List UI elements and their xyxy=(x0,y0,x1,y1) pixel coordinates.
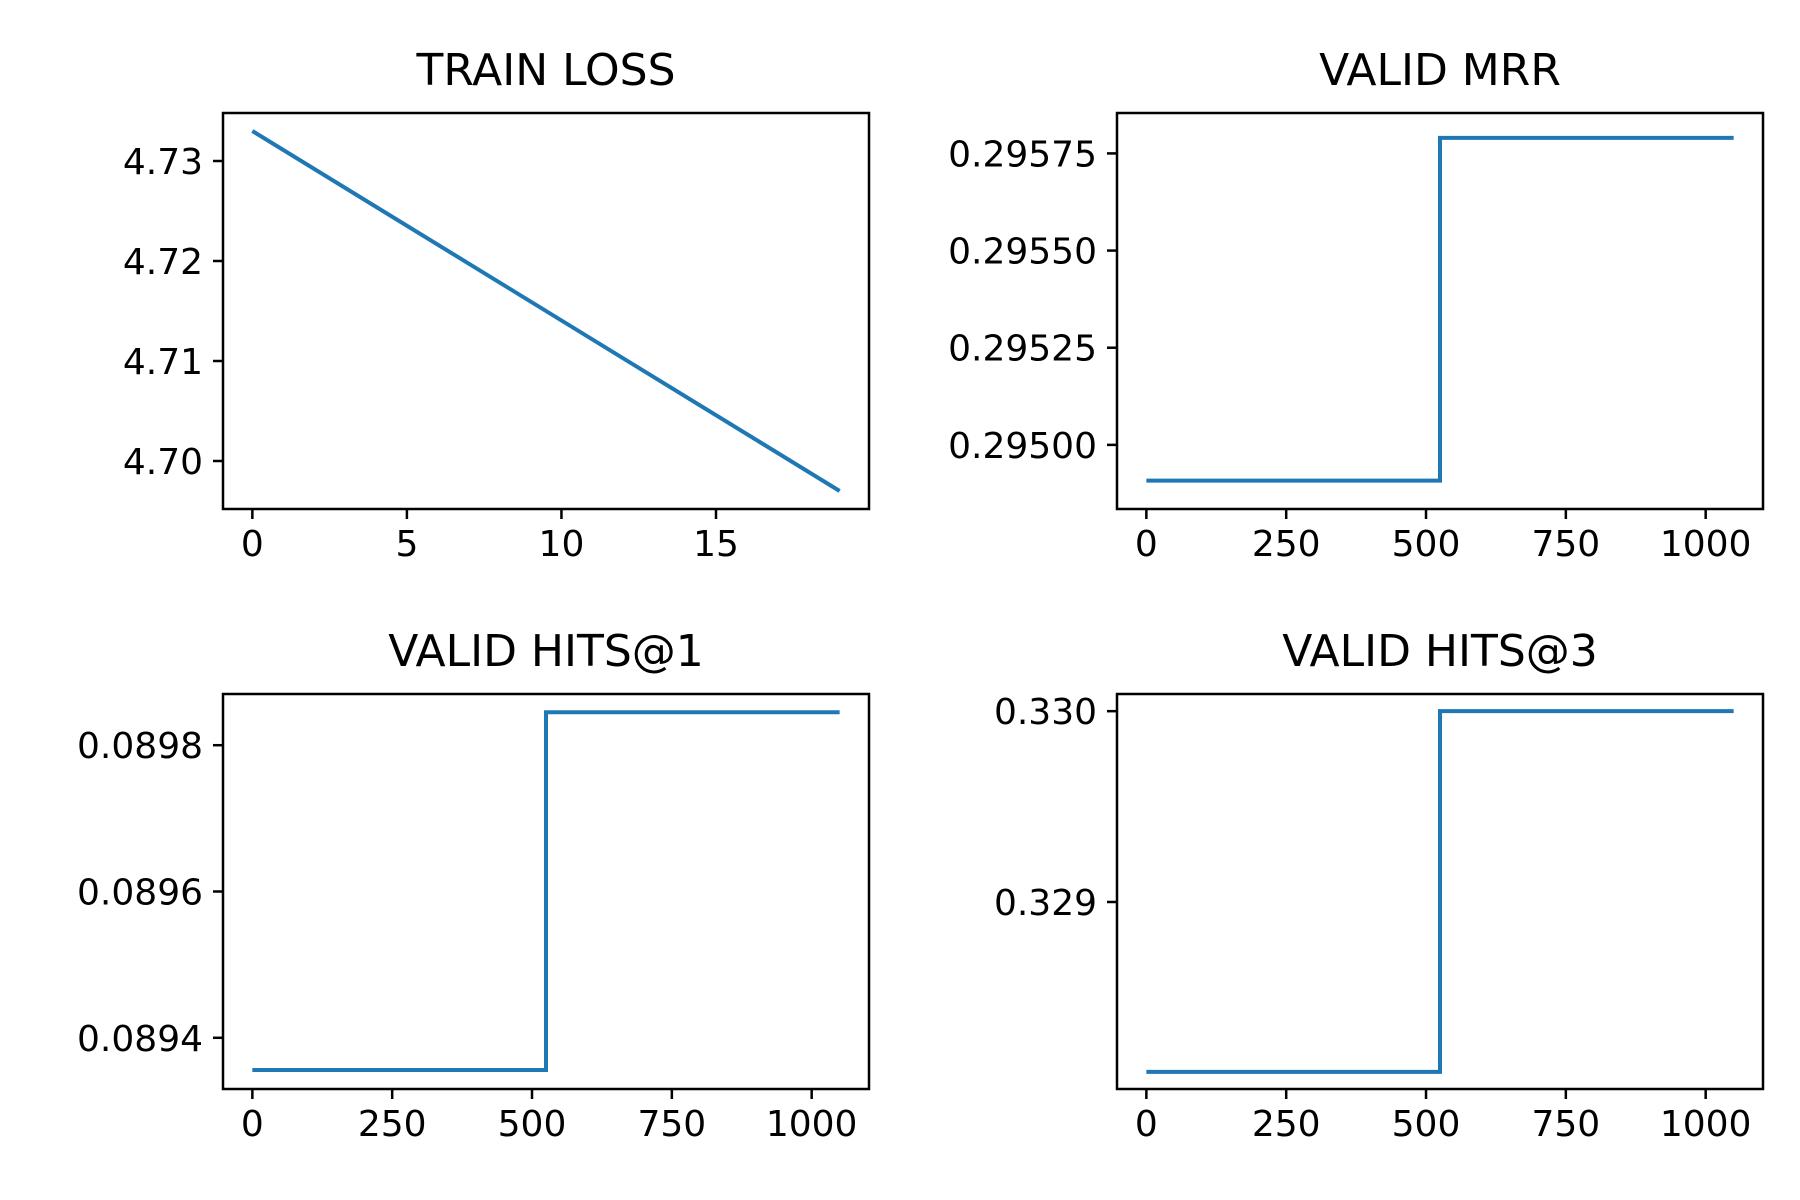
valid-hits3-title: VALID HITS@3 xyxy=(1282,626,1598,677)
valid-hits3-chart: VALID HITS@3 0 250 500 750 1000 0.329 0.330 xyxy=(994,626,1765,1145)
valid-hits1-x-tick-label: 0 xyxy=(241,1104,264,1145)
valid-hits1-x-tick-label: 500 xyxy=(498,1104,567,1145)
valid-mrr-axes-frame xyxy=(1115,111,1765,511)
train-loss-x-tick-label: 0 xyxy=(241,524,264,565)
valid-mrr-y-tick-label: 0.29575 xyxy=(948,134,1097,175)
valid-mrr-x-tick-label: 750 xyxy=(1531,524,1600,565)
valid-mrr-title: VALID MRR xyxy=(1319,45,1561,96)
valid-hits3-axes-frame xyxy=(1115,692,1765,1091)
valid-hits3-x-tick-label: 0 xyxy=(1135,1104,1158,1145)
valid-mrr-x-tick-label: 250 xyxy=(1252,524,1321,565)
valid-hits1-y-tick-label: 0.0894 xyxy=(77,1019,203,1060)
train-loss-y-tick-label: 4.71 xyxy=(123,342,203,383)
valid-mrr-y-tick-label: 0.29550 xyxy=(948,232,1097,273)
valid-mrr-x-tick-label: 0 xyxy=(1135,524,1158,565)
valid-hits1-chart: VALID HITS@1 0 250 500 750 1000 0.0894 0.0896 0.… xyxy=(77,626,871,1145)
valid-hits3-x-tick-label: 500 xyxy=(1392,1104,1461,1145)
valid-hits1-x-tick-label: 1000 xyxy=(766,1104,858,1145)
charts-layer: TRAIN LOSS 0 5 10 15 4.70 4.71 4.72 4.73 VALID MR… xyxy=(77,45,1765,1145)
valid-hits1-y-tick-label: 0.0898 xyxy=(77,726,203,767)
train-loss-x-tick-label: 5 xyxy=(395,524,418,565)
valid-hits1-title: VALID HITS@1 xyxy=(388,626,704,677)
valid-hits3-x-tick-label: 1000 xyxy=(1660,1104,1752,1145)
train-loss-axes-frame xyxy=(221,111,871,511)
valid-mrr-y-tick-label: 0.29525 xyxy=(948,329,1097,370)
valid-mrr-x-tick-label: 500 xyxy=(1392,524,1461,565)
valid-mrr-series-line xyxy=(1146,135,1734,483)
valid-hits1-series-line xyxy=(252,710,840,1072)
valid-mrr-x-tick-label: 1000 xyxy=(1660,524,1752,565)
train-loss-y-tick-label: 4.70 xyxy=(123,442,203,483)
valid-hits3-series-line xyxy=(1146,709,1734,1074)
train-loss-x-tick-label: 10 xyxy=(539,524,585,565)
valid-hits3-y-tick-label: 0.329 xyxy=(994,883,1097,924)
valid-mrr-y-tick-label: 0.29500 xyxy=(948,426,1097,467)
train-loss-title: TRAIN LOSS xyxy=(415,45,675,96)
valid-hits3-x-tick-label: 750 xyxy=(1531,1104,1600,1145)
valid-hits3-x-tick-label: 250 xyxy=(1252,1104,1321,1145)
valid-hits1-y-tick-label: 0.0896 xyxy=(77,873,203,914)
valid-hits1-x-tick-label: 250 xyxy=(358,1104,427,1145)
train-loss-series-line xyxy=(251,129,841,493)
train-loss-x-tick-label: 15 xyxy=(693,524,739,565)
train-loss-y-tick-label: 4.72 xyxy=(123,242,203,283)
valid-mrr-chart: VALID MRR 0 250 500 750 1000 0.29500 0.29525 0.2… xyxy=(948,45,1765,565)
train-loss-chart: TRAIN LOSS 0 5 10 15 4.70 4.71 4.72 4.73 xyxy=(123,45,871,565)
train-loss-y-tick-label: 4.73 xyxy=(123,142,203,183)
valid-hits3-y-tick-label: 0.330 xyxy=(994,692,1097,733)
valid-hits1-x-tick-label: 750 xyxy=(637,1104,706,1145)
